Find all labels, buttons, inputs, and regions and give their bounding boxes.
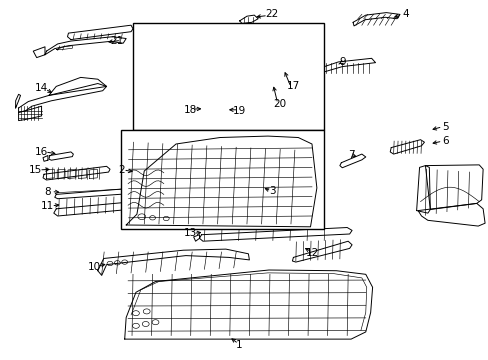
Text: 22: 22 [264,9,278,19]
Text: 5: 5 [442,122,448,132]
Text: 10: 10 [87,262,100,272]
Text: 6: 6 [442,136,448,146]
Text: 9: 9 [338,57,345,67]
Bar [121,130,324,229]
Text: 20: 20 [273,99,285,109]
Text: 2: 2 [118,165,124,175]
Text: 18: 18 [183,105,197,115]
Text: 7: 7 [347,150,354,160]
Text: 19: 19 [232,105,246,116]
Text: 14: 14 [35,83,48,93]
Text: 13: 13 [183,228,197,238]
Text: 16: 16 [35,147,48,157]
Text: 8: 8 [44,186,51,197]
Text: 21: 21 [110,36,124,46]
Text: 11: 11 [41,201,55,211]
Text: 12: 12 [305,248,318,258]
Text: 17: 17 [286,81,300,91]
Text: 3: 3 [269,186,276,196]
Text: 4: 4 [402,9,408,19]
Text: 15: 15 [28,165,42,175]
Bar [133,23,323,130]
Text: 1: 1 [235,340,242,350]
